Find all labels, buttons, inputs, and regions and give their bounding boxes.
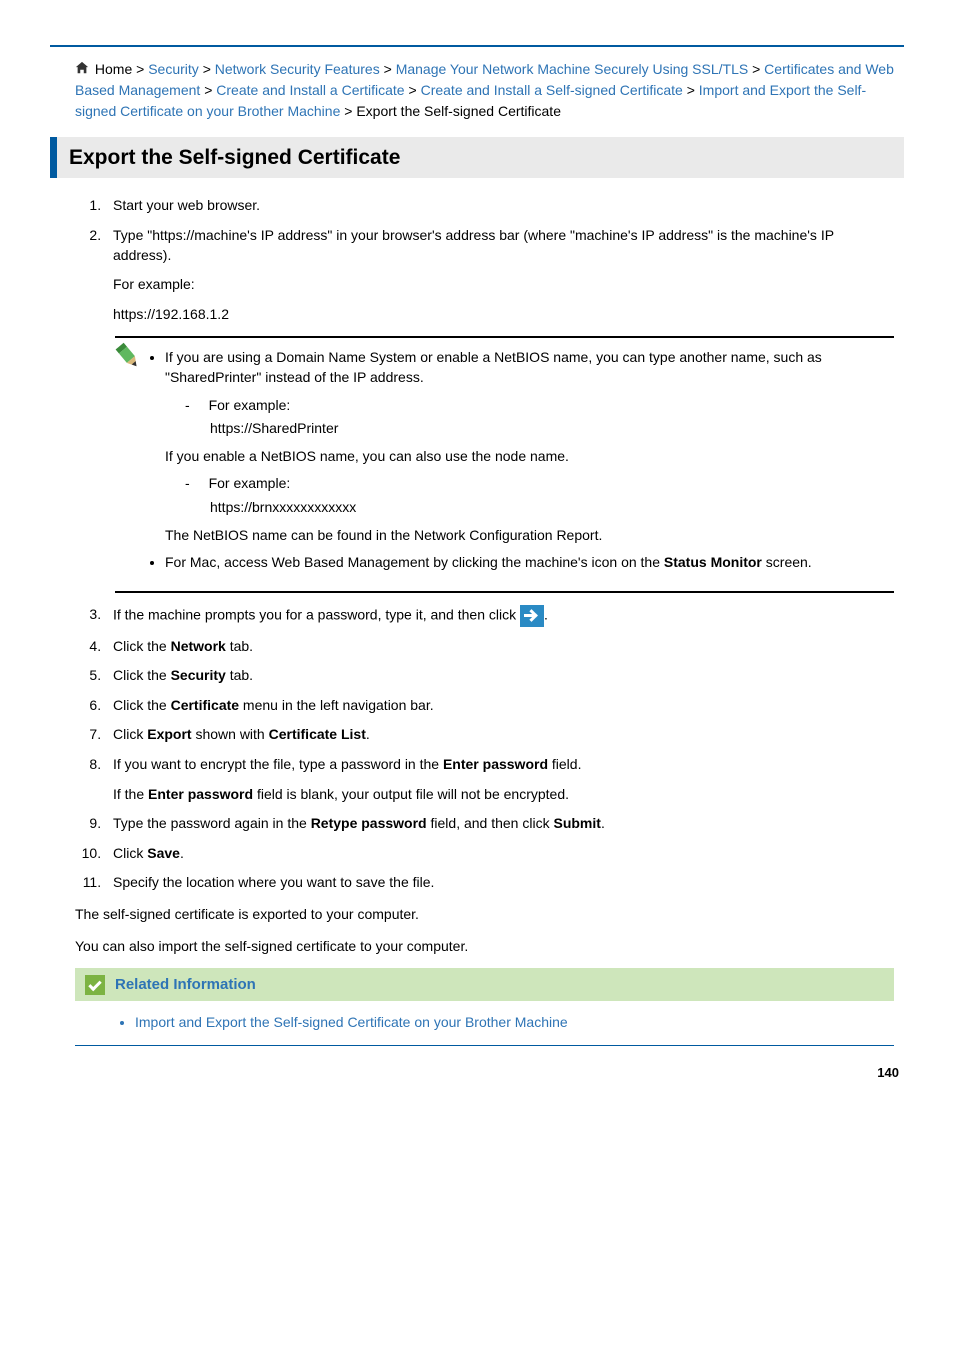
breadcrumb-link-manage-ssl[interactable]: Manage Your Network Machine Securely Usi…	[396, 61, 749, 77]
step-text: Type the password again in the	[113, 815, 311, 831]
step-bold: Save	[147, 845, 180, 861]
note-text: If you are using a Domain Name System or…	[165, 348, 869, 387]
step-9: Type the password again in the Retype pa…	[105, 814, 894, 834]
step-bold: Network	[171, 638, 226, 654]
step-1: Start your web browser.	[105, 196, 894, 216]
step-bold: Security	[171, 667, 226, 683]
step-text: Start your web browser.	[113, 197, 260, 213]
step-text: shown with	[192, 726, 269, 742]
step-text: Type "https://machine's IP address" in y…	[113, 226, 894, 265]
step-text: If the machine prompts you for a passwor…	[113, 606, 520, 622]
arrow-submit-icon	[520, 605, 544, 627]
step-text: tab.	[226, 638, 253, 654]
footer-text: The self-signed certificate is exported …	[75, 905, 894, 925]
steps-list: Start your web browser. Type "https://ma…	[75, 196, 894, 324]
step-3: If the machine prompts you for a passwor…	[105, 605, 894, 627]
content-body: Start your web browser. Type "https://ma…	[50, 196, 904, 1045]
step-11: Specify the location where you want to s…	[105, 873, 894, 893]
step-text: Click the	[113, 667, 171, 683]
breadcrumb-item: Home	[95, 61, 132, 77]
related-heading-text: Related Information	[115, 974, 256, 995]
home-icon	[75, 61, 89, 75]
step-text: Click	[113, 845, 147, 861]
footer-text: You can also import the self-signed cert…	[75, 937, 894, 957]
example-value: https://SharedPrinter	[185, 419, 869, 439]
note-text: The NetBIOS name can be found in the Net…	[165, 526, 869, 546]
step-text: .	[601, 815, 605, 831]
step-text: If you want to encrypt the file, type a …	[113, 756, 443, 772]
step-text: For example:	[113, 275, 894, 295]
example-label: For example:	[209, 397, 291, 413]
step-text: If the	[113, 786, 148, 802]
breadcrumb-link-create-install[interactable]: Create and Install a Certificate	[216, 82, 404, 98]
example-value: https://brnxxxxxxxxxxxx	[185, 498, 869, 518]
note-text: screen.	[762, 554, 812, 570]
example-label: For example:	[209, 475, 291, 491]
step-bold: Export	[147, 726, 191, 742]
note-bold: Status Monitor	[664, 554, 762, 570]
check-icon	[85, 975, 105, 995]
step-bold: Submit	[553, 815, 600, 831]
step-text: menu in the left navigation bar.	[239, 697, 434, 713]
step-text: Click the	[113, 697, 171, 713]
step-8: If you want to encrypt the file, type a …	[105, 755, 894, 804]
step-text: https://192.168.1.2	[113, 305, 894, 325]
step-bold: Enter password	[148, 786, 253, 802]
breadcrumb: Home > Security > Network Security Featu…	[50, 59, 904, 122]
note-text: If you enable a NetBIOS name, you can al…	[165, 447, 869, 467]
bottom-rule	[75, 1045, 894, 1046]
step-text: Click	[113, 726, 147, 742]
breadcrumb-current: Export the Self-signed Certificate	[356, 103, 561, 119]
step-bold: Enter password	[443, 756, 548, 772]
step-10: Click Save.	[105, 844, 894, 864]
related-heading: Related Information	[75, 968, 894, 1001]
note-item: For Mac, access Web Based Management by …	[165, 553, 869, 573]
step-text: field is blank, your output file will no…	[253, 786, 569, 802]
page-number: 140	[50, 1064, 904, 1082]
related-links: Import and Export the Self-signed Certif…	[75, 1013, 894, 1033]
step-text: Click the	[113, 638, 171, 654]
step-text: Specify the location where you want to s…	[113, 874, 434, 890]
page-title: Export the Self-signed Certificate	[50, 137, 904, 178]
step-text: .	[366, 726, 370, 742]
note-item: If you are using a Domain Name System or…	[165, 348, 869, 545]
top-rule	[50, 45, 904, 47]
step-text: field.	[548, 756, 581, 772]
step-7: Click Export shown with Certificate List…	[105, 725, 894, 745]
breadcrumb-link-network-security[interactable]: Network Security Features	[215, 61, 380, 77]
step-5: Click the Security tab.	[105, 666, 894, 686]
step-bold: Certificate List	[269, 726, 366, 742]
note-box: If you are using a Domain Name System or…	[115, 336, 894, 592]
step-text: tab.	[226, 667, 253, 683]
note-pencil-icon	[110, 338, 145, 373]
breadcrumb-link-security[interactable]: Security	[148, 61, 199, 77]
related-link[interactable]: Import and Export the Self-signed Certif…	[135, 1014, 568, 1030]
step-4: Click the Network tab.	[105, 637, 894, 657]
step-bold: Retype password	[311, 815, 427, 831]
breadcrumb-link-self-signed[interactable]: Create and Install a Self-signed Certifi…	[421, 82, 683, 98]
note-text: For Mac, access Web Based Management by …	[165, 554, 664, 570]
note-example: For example: https://brnxxxxxxxxxxxx	[185, 474, 869, 517]
step-2: Type "https://machine's IP address" in y…	[105, 226, 894, 324]
step-text: field, and then click	[427, 815, 554, 831]
step-bold: Certificate	[171, 697, 239, 713]
step-6: Click the Certificate menu in the left n…	[105, 696, 894, 716]
note-example: For example: https://SharedPrinter	[185, 396, 869, 439]
step-text: .	[544, 606, 548, 622]
steps-list-cont: If the machine prompts you for a passwor…	[75, 605, 894, 893]
step-text: .	[180, 845, 184, 861]
